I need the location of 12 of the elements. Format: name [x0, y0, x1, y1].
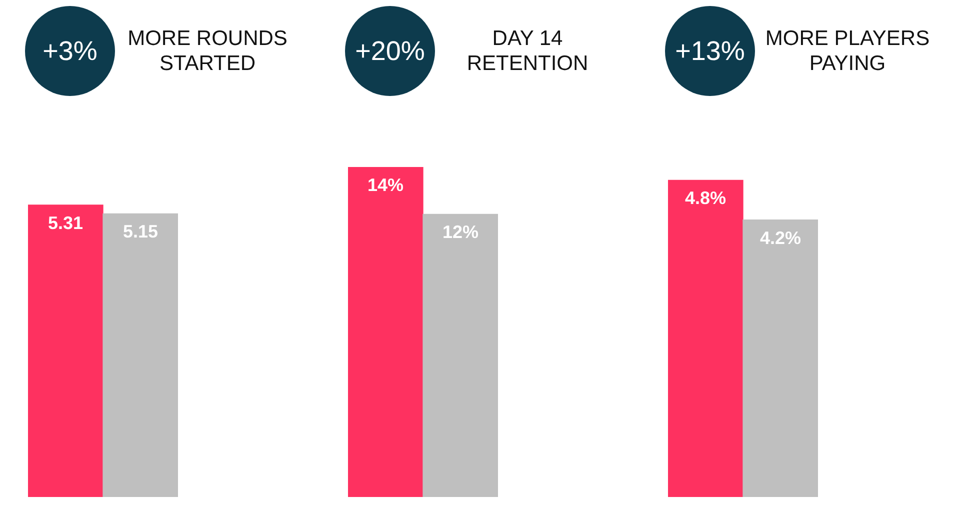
data-label: 12%	[442, 222, 479, 242]
chart-title: MORE PLAYERS PAYING	[764, 26, 931, 76]
circle-badge: +20%	[345, 6, 435, 96]
circle-badge: +13%	[665, 6, 755, 96]
circle-badge: +3%	[25, 6, 115, 96]
chart-title: DAY 14 RETENTION	[466, 26, 590, 76]
chart-title: MORE ROUNDS STARTED	[126, 26, 288, 76]
data-label: 4.8%	[684, 188, 726, 208]
data-label: 14%	[367, 174, 404, 195]
data-label: 5.31	[48, 212, 84, 233]
data-label: 4.2%	[760, 228, 802, 248]
data-label: 5.15	[122, 222, 158, 242]
